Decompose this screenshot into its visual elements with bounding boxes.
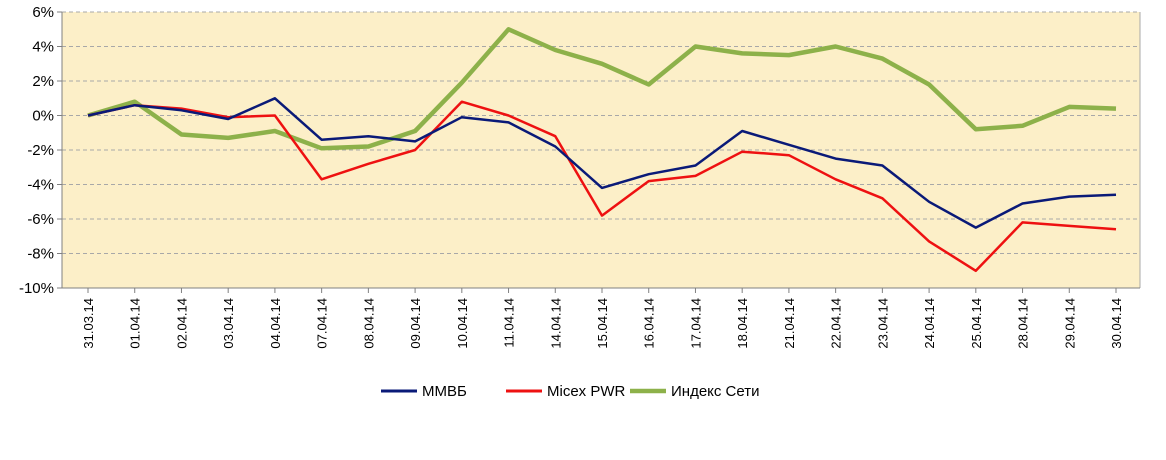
x-tick-label: 16.04.14 [642, 298, 657, 349]
y-tick-label: 6% [32, 4, 54, 21]
y-tick-label: 2% [32, 73, 54, 90]
series-line-2 [87, 27, 1117, 151]
series-line-0 [87, 97, 1117, 229]
x-tick-label: 09.04.14 [408, 298, 423, 349]
y-tick-label: -8% [27, 246, 54, 263]
x-tick-label: 17.04.14 [688, 298, 703, 349]
x-axis: 31.03.14 01.04.14 02.04.14 03.04.14 04.04.14… [62, 287, 1140, 349]
y-tick-label: 4% [32, 39, 54, 56]
x-tick-label: 10.04.14 [455, 298, 470, 349]
x-tick-label: 30.04.14 [1109, 298, 1124, 349]
y-tick-label: -2% [27, 142, 54, 159]
series-lines [87, 27, 1117, 273]
x-tick-label: 04.04.14 [268, 298, 283, 349]
x-tick-label: 07.04.14 [315, 298, 330, 349]
y-tick-label: -6% [27, 211, 54, 228]
x-tick-label: 28.04.14 [1016, 298, 1031, 349]
legend-label-1: Micex PWR [547, 383, 626, 400]
y-tick-label: -4% [27, 177, 54, 194]
y-tick-label: 0% [32, 108, 54, 125]
y-axis: 6% 4% 2% 0% -2% -4% -6% -8% -10% [19, 4, 63, 297]
x-tick-label: 14.04.14 [548, 298, 563, 349]
x-tick-label: 21.04.14 [782, 298, 797, 349]
x-tick-label: 31.03.14 [81, 298, 96, 349]
x-tick-label: 22.04.14 [829, 298, 844, 349]
x-tick-label: 03.04.14 [221, 298, 236, 349]
legend-label-0: ММВБ [422, 383, 467, 400]
series-line-1 [87, 100, 1117, 273]
x-tick-label: 24.04.14 [922, 298, 937, 349]
y-tick-label: -10% [19, 280, 54, 297]
legend-label-2: Индекс Сети [671, 383, 759, 400]
x-tick-label: 29.04.14 [1062, 298, 1077, 349]
x-tick-label: 25.04.14 [969, 298, 984, 349]
x-tick-label: 11.04.14 [502, 298, 517, 348]
x-tick-label: 15.04.14 [595, 298, 610, 349]
legend: ММВБ Micex PWR Индекс Сети [381, 383, 759, 400]
x-tick-label: 01.04.14 [128, 298, 143, 349]
x-tick-label: 23.04.14 [875, 298, 890, 349]
x-tick-label: 08.04.14 [361, 298, 376, 349]
x-tick-label: 02.04.14 [174, 298, 189, 349]
x-tick-label: 18.04.14 [735, 298, 750, 349]
